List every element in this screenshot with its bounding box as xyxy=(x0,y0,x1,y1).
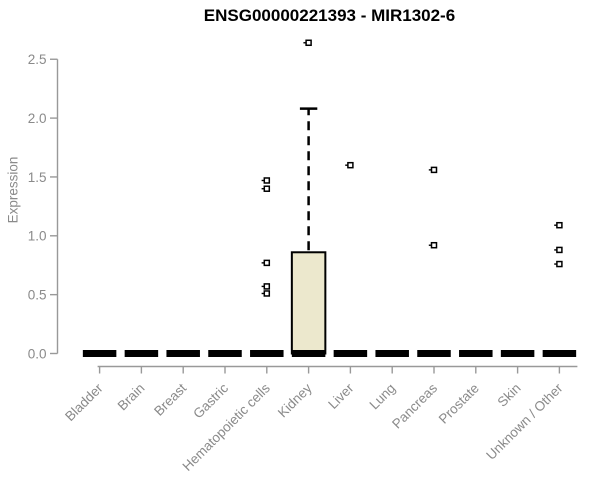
outlier-point xyxy=(305,39,312,47)
x-category-label: Skin xyxy=(495,381,524,410)
y-tick-label: 1.5 xyxy=(28,170,47,185)
outlier-point xyxy=(430,241,438,249)
x-category-label: Brain xyxy=(115,381,148,414)
y-tick-label: 1.0 xyxy=(28,229,47,244)
x-category-label: Gastric xyxy=(190,380,231,421)
box-rect xyxy=(290,251,327,355)
outlier-point xyxy=(263,283,271,290)
outlier-point xyxy=(263,177,271,184)
outlier-point xyxy=(556,246,563,254)
boxplot-group-lung xyxy=(375,350,409,357)
outlier-point xyxy=(263,259,271,267)
boxplot-group-bladder xyxy=(82,350,117,357)
median-bar xyxy=(208,350,242,357)
x-category-label: Kidney xyxy=(275,380,315,420)
median-bar xyxy=(291,350,326,357)
x-category-label: Bladder xyxy=(62,380,106,424)
boxplot-group-unknown-other xyxy=(542,221,577,357)
median-bar xyxy=(542,350,577,357)
median-bar xyxy=(82,350,117,357)
boxplot-group-skin xyxy=(500,350,535,357)
outlier-point xyxy=(263,290,271,297)
y-tick-label: 0.0 xyxy=(28,346,47,361)
median-bar xyxy=(124,350,159,357)
median-bar xyxy=(459,350,493,357)
boxplot-group-breast xyxy=(166,350,200,357)
x-category-label: Unknown / Other xyxy=(483,380,566,463)
chart-title: ENSG00000221393 - MIR1302-6 xyxy=(203,6,456,25)
outlier-point xyxy=(556,260,563,268)
y-tick-label: 0.5 xyxy=(28,287,47,302)
outlier-point xyxy=(430,166,438,174)
y-tick-label: 2.5 xyxy=(28,52,47,67)
median-bar xyxy=(417,350,451,357)
outlier-point xyxy=(263,185,271,192)
boxplot-group-prostate xyxy=(459,350,493,357)
x-category-label: Pancreas xyxy=(389,380,440,431)
x-category-label: Prostate xyxy=(436,381,482,427)
boxplot-group-gastric xyxy=(208,350,242,357)
outlier-point xyxy=(556,221,563,229)
boxplot-group-liver xyxy=(333,161,368,357)
boxplot-group-kidney xyxy=(290,39,327,357)
boxplot-group-brain xyxy=(124,350,159,357)
x-category-label: Liver xyxy=(325,380,357,412)
y-axis-title: Expression xyxy=(5,156,21,224)
boxplot-group-hematopoietic-cells xyxy=(250,177,284,357)
x-category-label: Lung xyxy=(366,381,398,413)
median-bar xyxy=(333,350,368,357)
median-bar xyxy=(375,350,409,357)
x-category-label: Breast xyxy=(151,380,189,418)
median-bar xyxy=(166,350,200,357)
y-tick-label: 2.0 xyxy=(28,111,47,126)
boxplot-group-pancreas xyxy=(417,166,451,357)
outlier-point xyxy=(347,161,354,169)
median-bar xyxy=(250,350,284,357)
median-bar xyxy=(500,350,535,357)
